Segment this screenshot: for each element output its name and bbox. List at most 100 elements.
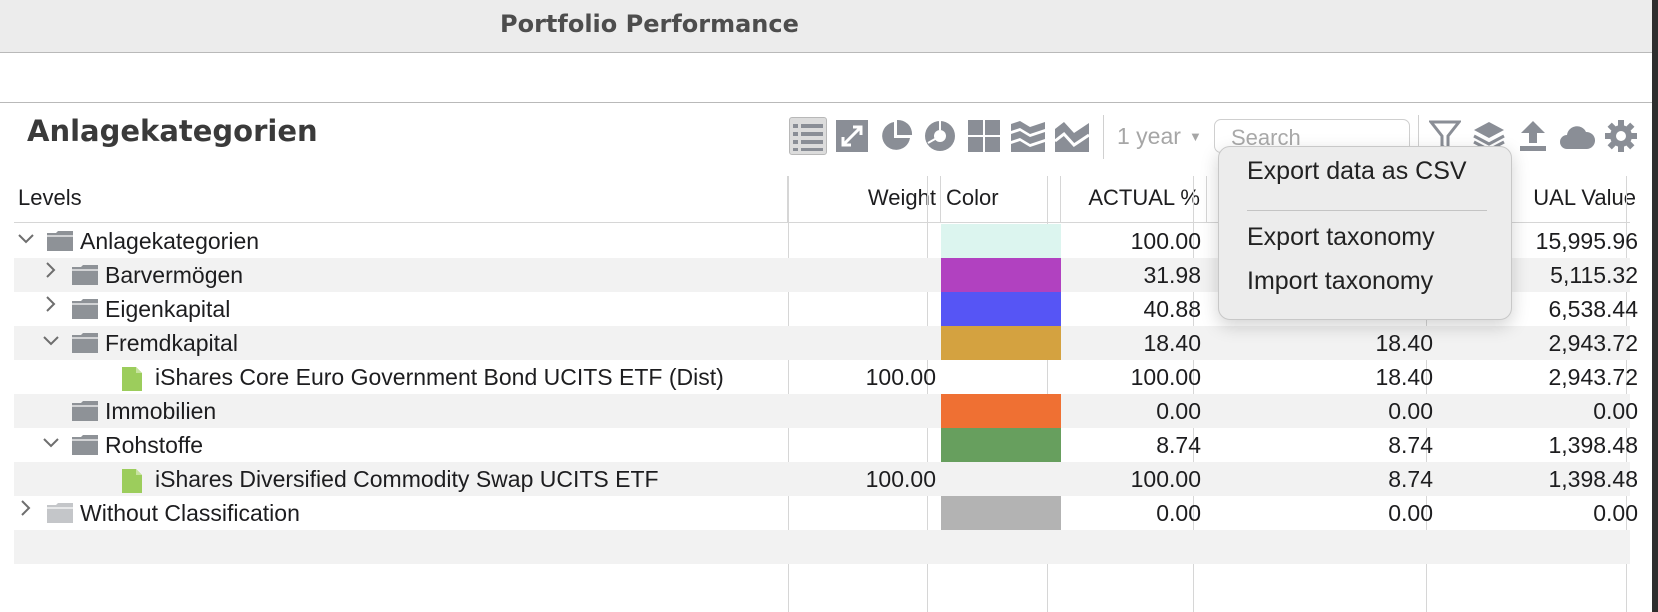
header-value[interactable]: UAL Value — [1533, 185, 1636, 210]
toolbar-divider-2 — [1418, 115, 1419, 159]
table-row — [14, 530, 1630, 564]
color-swatch[interactable] — [941, 428, 1061, 462]
cloud-icon[interactable] — [1558, 117, 1596, 155]
row-actual-pct: 18.40 — [1143, 330, 1201, 356]
header-weight[interactable]: Weight — [788, 176, 941, 222]
menu-item-export-csv[interactable]: Export data as CSV — [1247, 157, 1467, 185]
row-col5: 18.40 — [1375, 330, 1433, 356]
view-title: Anlagekategorien — [27, 114, 318, 148]
row-col5: 8.74 — [1388, 466, 1433, 492]
export-context-menu: Export data as CSV Export taxonomy Impor… — [1218, 146, 1512, 320]
row-label: iShares Core Euro Government Bond UCITS … — [155, 364, 724, 390]
row-weight — [788, 394, 936, 428]
row-weight: 100.00 — [865, 466, 936, 492]
table-row — [14, 564, 1630, 598]
folder-icon — [46, 502, 74, 529]
table-row[interactable]: iShares Diversified Commodity Swap UCITS… — [14, 462, 1638, 496]
title-bar: Portfolio Performance — [0, 0, 1656, 53]
chevron-down-icon[interactable] — [41, 326, 61, 360]
row-actual-pct: 100.00 — [1130, 466, 1201, 492]
row-weight: 100.00 — [865, 364, 936, 390]
chevron-right-icon[interactable] — [16, 496, 36, 530]
chevron-down-icon: ▼ — [1188, 129, 1202, 144]
menu-item-export-taxonomy[interactable]: Export taxonomy — [1247, 223, 1435, 251]
row-value: 1,398.48 — [1548, 432, 1638, 458]
menu-item-import-taxonomy[interactable]: Import taxonomy — [1247, 267, 1434, 295]
row-label: Eigenkapital — [105, 296, 231, 322]
row-col5: 0.00 — [1388, 500, 1433, 526]
folder-icon — [71, 434, 99, 461]
security-file-icon — [121, 366, 143, 397]
row-value: 0.00 — [1593, 398, 1638, 424]
treemap-icon[interactable] — [965, 117, 1003, 155]
row-actual-pct: 31.98 — [1143, 262, 1201, 288]
chevron-down-icon[interactable] — [16, 224, 36, 258]
row-label: Anlagekategorien — [80, 228, 260, 254]
row-value: 6,538.44 — [1548, 296, 1638, 322]
row-label: Without Classification — [80, 500, 300, 526]
folder-icon — [71, 298, 99, 325]
row-value: 5,115.32 — [1550, 262, 1638, 288]
row-weight — [788, 326, 936, 360]
table-row[interactable]: Without Classification 0.00 0.00 0.00 — [14, 496, 1638, 530]
color-swatch[interactable] — [941, 326, 1061, 360]
row-weight — [788, 292, 936, 326]
row-value: 2,943.72 — [1548, 330, 1638, 356]
folder-icon — [71, 400, 99, 427]
table-row[interactable]: iShares Core Euro Government Bond UCITS … — [14, 360, 1638, 397]
row-weight — [788, 496, 936, 530]
list-view-icon[interactable] — [789, 117, 827, 155]
stacked-area-icon[interactable] — [1009, 117, 1047, 155]
folder-icon — [46, 230, 74, 257]
row-label: Fremdkapital — [105, 330, 238, 356]
row-actual-pct: 0.00 — [1156, 500, 1201, 526]
period-selector[interactable]: 1 year ▼ — [1117, 123, 1202, 150]
donut-chart-icon[interactable] — [921, 117, 959, 155]
row-weight — [788, 428, 936, 462]
row-col5: 18.40 — [1375, 364, 1433, 390]
row-label: iShares Diversified Commodity Swap UCITS… — [155, 466, 659, 492]
chevron-right-icon[interactable] — [41, 292, 61, 326]
color-swatch[interactable] — [941, 496, 1061, 530]
row-weight — [788, 258, 936, 292]
row-value: 2,943.72 — [1548, 364, 1638, 390]
row-label: Immobilien — [105, 398, 217, 424]
top-strip — [0, 53, 1652, 103]
color-swatch[interactable] — [941, 394, 1061, 428]
table-row[interactable]: Eigenkapital 40.88 6,538.44 — [14, 292, 1638, 326]
pie-chart-icon[interactable] — [877, 117, 915, 155]
toolbar-divider — [1103, 115, 1104, 159]
export-icon[interactable] — [1514, 117, 1552, 155]
gear-icon[interactable] — [1602, 117, 1640, 155]
row-actual-pct: 40.88 — [1143, 296, 1201, 322]
color-swatch[interactable] — [941, 292, 1061, 326]
table-row[interactable]: Immobilien 0.00 0.00 0.00 — [14, 394, 1638, 428]
row-label: Rohstoffe — [105, 432, 204, 458]
header-levels[interactable]: Levels — [14, 176, 788, 222]
row-actual-pct: 8.74 — [1156, 432, 1201, 458]
menu-separator — [1247, 210, 1487, 211]
folder-icon — [71, 332, 99, 359]
color-swatch[interactable] — [941, 258, 1061, 292]
header-color[interactable]: Color — [941, 176, 1061, 222]
table-row[interactable]: Rohstoffe 8.74 8.74 1,398.48 — [14, 428, 1638, 462]
row-actual-pct: 0.00 — [1156, 398, 1201, 424]
row-label: Barvermögen — [105, 262, 244, 288]
color-swatch[interactable] — [941, 224, 1061, 258]
area-chart-icon[interactable] — [1053, 117, 1091, 155]
chevron-down-icon[interactable] — [41, 428, 61, 462]
chevron-right-icon[interactable] — [41, 258, 61, 292]
header-actual-pct[interactable]: ACTUAL % — [1061, 176, 1207, 222]
expand-icon[interactable] — [833, 117, 871, 155]
row-actual-pct: 100.00 — [1130, 228, 1201, 254]
window-title: Portfolio Performance — [500, 10, 799, 38]
table-row[interactable]: Anlagekategorien 100.00 15,995.96 — [14, 224, 1638, 258]
row-value: 15,995.96 — [1535, 228, 1638, 254]
folder-icon — [71, 264, 99, 291]
row-value: 0.00 — [1593, 500, 1638, 526]
row-col5: 8.74 — [1388, 432, 1433, 458]
row-value: 1,398.48 — [1548, 466, 1638, 492]
window-edge — [1652, 0, 1658, 612]
table-row[interactable]: Fremdkapital 18.40 18.40 2,943.72 — [14, 326, 1638, 360]
row-weight — [788, 224, 936, 258]
